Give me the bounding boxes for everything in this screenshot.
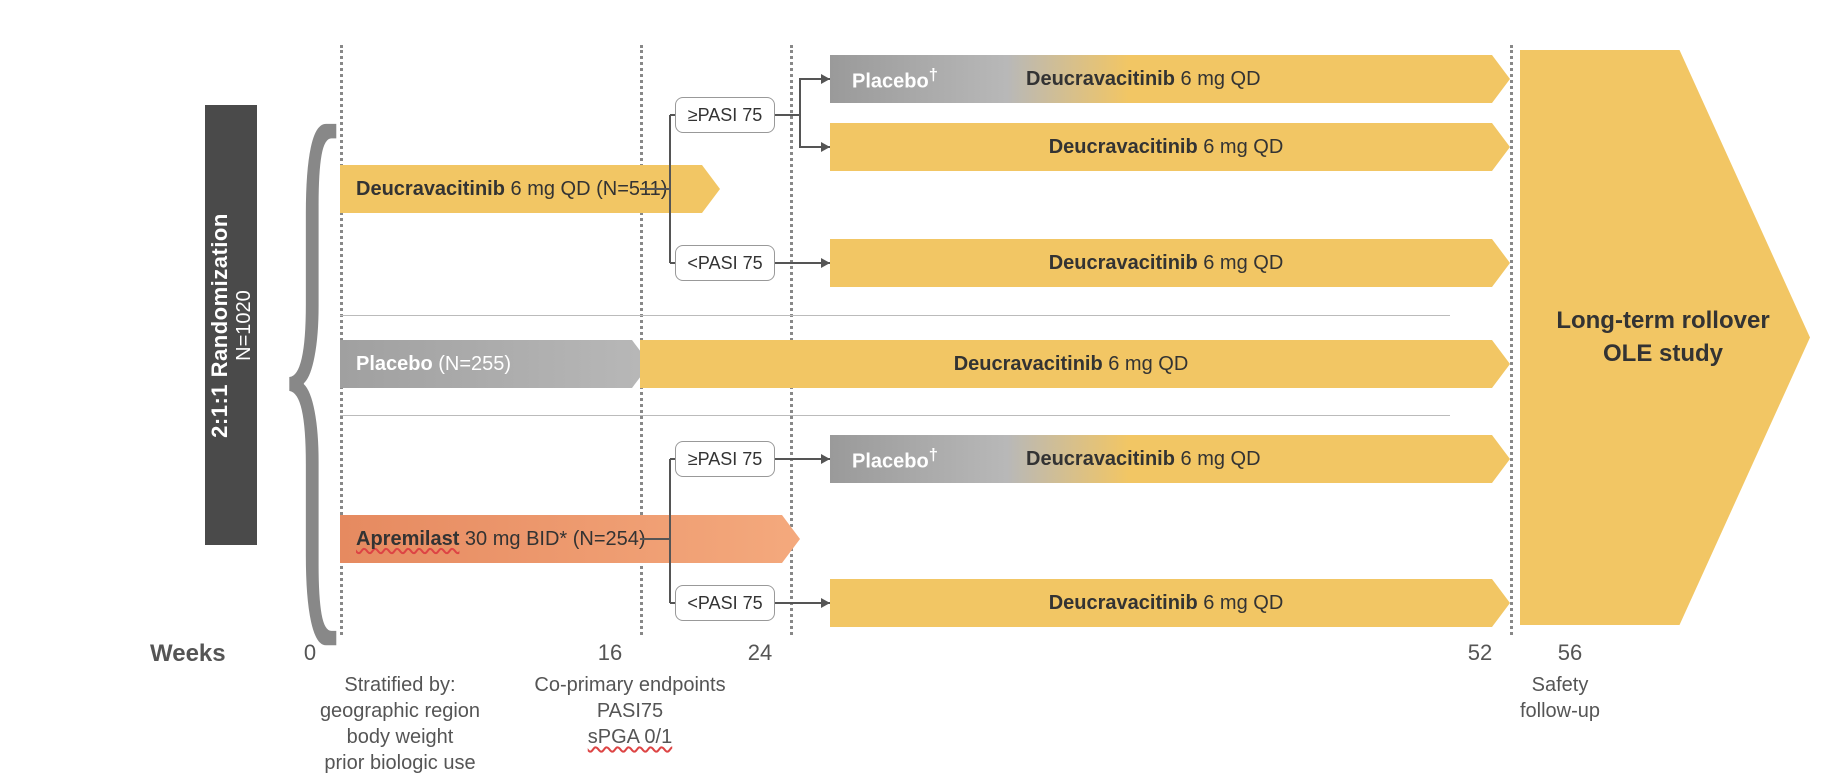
rollover-arrow: Long-term rollover OLE study <box>1520 50 1810 625</box>
foot-safety: Safety follow-up <box>1520 672 1600 724</box>
foot-stratified: Stratified by: geographic region body we… <box>320 672 480 776</box>
arm2-baseline: Placebo (N=255) <box>340 340 650 388</box>
vline-week52 <box>1510 45 1513 635</box>
arm3-out-placebo-deuc: Placebo† Deucravacitinib 6 mg QD <box>830 435 1510 483</box>
randomization-bar: 2:1:1 Randomization N=1020 <box>205 105 257 545</box>
arm1-pasi-lt: <PASI 75 <box>675 245 775 281</box>
randomization-title: 2:1:1 Randomization <box>207 213 232 438</box>
arm3-baseline: Apremilast 30 mg BID* (N=254) <box>340 515 800 563</box>
weeks-label: Weeks <box>150 640 226 668</box>
arm1-out-deuc: Deucravacitinib 6 mg QD <box>830 123 1510 171</box>
arm2-cont: Deucravacitinib 6 mg QD <box>640 340 1510 388</box>
study-design-diagram: 2:1:1 Randomization N=1020 { Deucravacit… <box>30 25 1800 645</box>
foot-coprimary: Co-primary endpoints PASI75 sPGA 0/1 <box>534 672 725 750</box>
arm3-out-deuc: Deucravacitinib 6 mg QD <box>830 579 1510 627</box>
arm1-baseline: Deucravacitinib 6 mg QD (N=511) <box>340 165 720 213</box>
tick-56: 56 <box>1558 640 1582 666</box>
arm1-pasi-ge: ≥PASI 75 <box>675 97 775 133</box>
tick-16: 16 <box>598 640 622 666</box>
arm3-pasi-lt: <PASI 75 <box>675 585 775 621</box>
tick-0: 0 <box>304 640 316 666</box>
arm1-out-placebo-deuc: Placebo† Deucravacitinib 6 mg QD <box>830 55 1510 103</box>
tick-52: 52 <box>1468 640 1492 666</box>
rollover-label: Long-term rollover OLE study <box>1520 305 1810 370</box>
divider-2 <box>340 415 1450 416</box>
tick-24: 24 <box>748 640 772 666</box>
divider-1 <box>340 315 1450 316</box>
arm3-pasi-ge: ≥PASI 75 <box>675 441 775 477</box>
arm1-out-ltpasi: Deucravacitinib 6 mg QD <box>830 239 1510 287</box>
randomization-n: N=1020 <box>233 290 255 361</box>
